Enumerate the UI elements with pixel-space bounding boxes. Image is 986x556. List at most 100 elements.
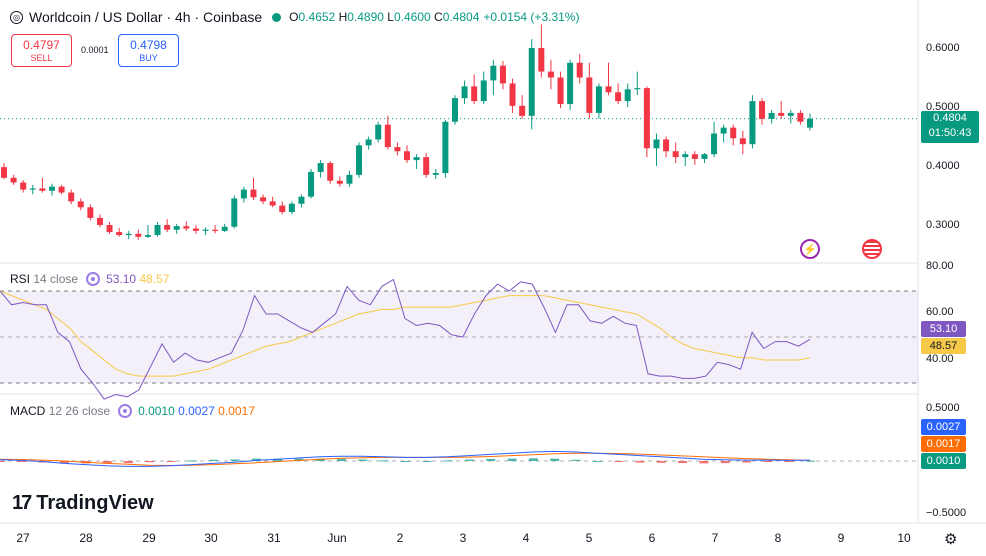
candle-body xyxy=(672,151,679,158)
candle-body xyxy=(413,157,420,161)
candle-body xyxy=(240,189,247,199)
buy-button[interactable]: 0.4798 BUY xyxy=(118,34,179,67)
candle-body xyxy=(394,147,401,152)
candle-body xyxy=(471,86,478,102)
candle-body xyxy=(807,118,813,128)
macd-tick: 0.5000 xyxy=(926,402,960,414)
macd-histogram-bar xyxy=(464,459,474,461)
macd-histogram-bar xyxy=(337,458,347,461)
macd-histogram-bar xyxy=(401,461,410,462)
candle-body xyxy=(432,173,439,175)
candle-body xyxy=(365,139,372,146)
rsi-settings-icon[interactable] xyxy=(86,272,101,286)
high-label: H xyxy=(338,10,348,24)
tradingview-logo[interactable]: 17 TradingView xyxy=(12,492,154,515)
candle-body xyxy=(77,201,84,208)
symbol-title[interactable]: Worldcoin / US Dollar · 4h · Coinbase xyxy=(29,9,263,25)
rsi-legend[interactable]: RSI 14 close 53.10 48.57 xyxy=(10,272,169,286)
candle-body xyxy=(480,80,487,102)
candle-body xyxy=(509,83,516,106)
candle-body xyxy=(538,48,545,72)
candle-body xyxy=(164,225,171,230)
candle-body xyxy=(701,154,708,159)
candle-body xyxy=(739,138,746,145)
rsi-line xyxy=(0,278,811,400)
candle-body xyxy=(797,112,804,122)
candle-body xyxy=(298,196,305,204)
candle-body xyxy=(87,207,94,218)
low-label: L xyxy=(387,10,394,24)
time-axis-label: 28 xyxy=(79,531,93,545)
candle-body xyxy=(749,101,756,145)
rsi-label: RSI xyxy=(10,272,31,286)
price-tick: 0.3000 xyxy=(926,219,960,231)
candle-body xyxy=(202,229,209,231)
candle-body xyxy=(711,133,718,155)
open-value: 0.4652 xyxy=(298,10,336,24)
rsi-tick: 40.00 xyxy=(926,353,954,365)
macd-histogram-bar xyxy=(145,461,155,463)
macd-histogram-bar xyxy=(678,461,688,464)
candle-body xyxy=(20,182,27,190)
candle-body xyxy=(29,188,36,190)
close-label: C xyxy=(434,10,443,24)
macd-histogram-bar xyxy=(102,461,112,464)
macd-histogram-bar xyxy=(784,461,794,462)
rsi-value: 53.10 xyxy=(106,272,137,286)
macd-histogram-bar xyxy=(635,461,645,463)
candle-body xyxy=(624,89,631,102)
sell-button[interactable]: 0.4797 SELL xyxy=(11,34,72,67)
rsi-tick: 60.00 xyxy=(926,306,954,318)
candle-body xyxy=(269,201,276,206)
candle-body xyxy=(557,77,564,105)
macd-histogram-bar xyxy=(806,460,815,462)
time-axis-label: 9 xyxy=(837,531,845,545)
candle-body xyxy=(778,112,785,116)
flash-icon[interactable]: ⚡ xyxy=(800,239,820,259)
macd-histogram-bar xyxy=(422,461,432,462)
macd-histogram-bar xyxy=(656,461,666,463)
candle-body xyxy=(288,203,295,213)
price-tick: 0.5000 xyxy=(926,101,960,113)
candle-body xyxy=(423,157,430,175)
candle-body xyxy=(135,233,142,237)
candle-body xyxy=(490,65,497,81)
candle-body xyxy=(356,145,363,175)
macd-params: 12 26 close xyxy=(48,404,111,418)
macd-signal-badge: 0.0017 xyxy=(921,436,966,452)
candle-body xyxy=(567,62,574,105)
bar-countdown: 01:50:43 xyxy=(928,127,972,139)
time-axis-label: 30 xyxy=(204,531,218,545)
tradingview-mark-icon: 17 xyxy=(12,492,32,514)
price-tick: 0.6000 xyxy=(926,42,960,54)
candle-body xyxy=(144,235,151,237)
symbol-header[interactable]: ◎ Worldcoin / US Dollar · 4h · Coinbase … xyxy=(10,9,579,25)
macd-line-badge: 0.0027 xyxy=(921,419,966,435)
time-axis-label: 10 xyxy=(897,531,911,545)
time-axis-label: 2 xyxy=(396,531,404,545)
candle-body xyxy=(375,124,382,140)
current-price-badge: 0.4804 01:50:43 xyxy=(921,111,979,143)
candle-body xyxy=(183,226,190,229)
macd-legend[interactable]: MACD 12 26 close 0.0010 0.0027 0.0017 xyxy=(10,404,255,418)
macd-label: MACD xyxy=(10,404,46,418)
macd-histogram-bar xyxy=(763,461,773,462)
rsi-value-badge: 53.10 xyxy=(921,321,966,337)
current-price: 0.4804 xyxy=(933,112,967,124)
candle-body xyxy=(442,121,449,174)
time-axis-label: 31 xyxy=(267,531,281,545)
macd-histogram-bar xyxy=(379,460,389,462)
macd-histogram-bar xyxy=(251,458,261,461)
candle-body xyxy=(336,180,343,184)
macd-tick: −0.5000 xyxy=(926,507,967,519)
candle-body xyxy=(173,226,180,230)
candle-body xyxy=(106,225,113,233)
settings-gear-icon[interactable]: ⚙ xyxy=(944,531,958,548)
candle-body xyxy=(212,229,219,231)
us-flag-icon[interactable] xyxy=(862,239,882,259)
rsi-ma-line xyxy=(0,290,811,377)
macd-settings-icon[interactable] xyxy=(118,404,133,418)
candle-body xyxy=(404,151,410,161)
macd-histogram-bar xyxy=(315,458,325,461)
